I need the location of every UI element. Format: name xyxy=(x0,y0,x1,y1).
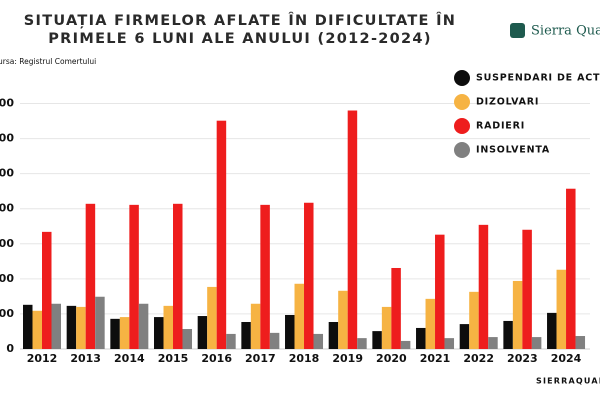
legend-marker xyxy=(454,142,470,158)
y-tick-label: 50000 xyxy=(0,167,14,180)
bar xyxy=(51,303,61,349)
logo-icon xyxy=(510,23,525,38)
y-tick-label: 60000 xyxy=(0,132,14,145)
bar xyxy=(250,303,261,349)
bar xyxy=(522,229,532,349)
bar xyxy=(328,321,339,349)
y-tick-label: 40000 xyxy=(0,202,14,215)
bar xyxy=(95,296,105,349)
chart-title: PRIMELE 6 LUNI ALE ANULUI (2012-2024) xyxy=(48,31,432,47)
bar xyxy=(197,316,208,349)
bar xyxy=(512,280,523,349)
bar xyxy=(216,120,227,349)
x-tick-label: 2021 xyxy=(420,352,451,365)
x-tick-label: 2022 xyxy=(463,352,494,365)
bar xyxy=(372,331,382,349)
x-tick-label: 2017 xyxy=(245,352,276,365)
bar xyxy=(469,291,479,349)
bar xyxy=(66,305,77,349)
bar xyxy=(241,321,251,349)
bar xyxy=(76,306,86,349)
x-tick-label: 2013 xyxy=(70,352,101,365)
bar xyxy=(381,306,392,349)
legend-marker xyxy=(454,70,470,86)
bar xyxy=(207,286,217,349)
bar xyxy=(85,203,96,349)
x-tick-label: 2016 xyxy=(201,352,232,365)
bar xyxy=(173,203,183,349)
y-tick-label: 30000 xyxy=(0,237,14,250)
bar xyxy=(269,332,280,349)
bar xyxy=(347,110,358,349)
bar xyxy=(444,338,455,349)
legend-marker xyxy=(454,94,470,110)
legend-label: DIZOLVARI xyxy=(476,97,539,108)
bar xyxy=(416,327,426,349)
bar xyxy=(110,318,120,349)
bar xyxy=(260,204,270,349)
bar xyxy=(391,267,401,349)
bar xyxy=(138,303,149,349)
bar xyxy=(23,304,33,349)
legend-label: INSOLVENTA xyxy=(476,145,550,156)
bar xyxy=(531,337,542,349)
bar xyxy=(285,314,295,349)
bar xyxy=(575,336,586,349)
bar xyxy=(503,320,513,349)
x-tick-label: 2020 xyxy=(376,352,407,365)
bar xyxy=(313,333,324,349)
bar xyxy=(182,329,193,349)
bar xyxy=(338,290,348,349)
x-tick-label: 2018 xyxy=(289,352,320,365)
bar xyxy=(226,333,236,349)
bar xyxy=(357,338,367,349)
legend-label: SUSPENDARI DE ACTIVITA xyxy=(476,73,600,84)
bar xyxy=(488,337,498,349)
bar xyxy=(435,234,445,349)
x-tick-label: 2015 xyxy=(158,352,189,365)
x-tick-label: 2019 xyxy=(332,352,363,365)
bar xyxy=(294,283,305,349)
bar xyxy=(459,324,470,349)
legend-label: RADIERI xyxy=(476,121,525,132)
bar xyxy=(425,298,436,349)
x-tick-label: 2023 xyxy=(507,352,538,365)
y-tick-label: 20000 xyxy=(0,272,14,285)
y-tick-label: 10000 xyxy=(0,307,14,320)
source: ursa: Registrul Comertului xyxy=(0,57,96,66)
chart-title: SITUAȚIA FIRMELOR AFLATE ÎN DIFICULTATE … xyxy=(24,12,456,29)
footer: SIERRAQUADR xyxy=(536,377,600,386)
bar xyxy=(32,310,42,349)
bar xyxy=(547,312,557,349)
bar xyxy=(566,188,576,349)
bar xyxy=(304,202,314,349)
logo: Sierra Quad xyxy=(531,24,600,39)
bar xyxy=(478,224,489,349)
bar xyxy=(119,317,130,349)
x-tick-label: 2012 xyxy=(27,352,58,365)
y-tick-label: 0 xyxy=(6,342,14,355)
bar xyxy=(556,269,567,349)
bar xyxy=(400,340,411,349)
bar xyxy=(163,305,174,349)
y-tick-label: 70000 xyxy=(0,97,14,110)
legend-marker xyxy=(454,118,470,134)
bar xyxy=(154,317,164,349)
bar xyxy=(42,231,52,349)
x-tick-label: 2014 xyxy=(114,352,145,365)
x-tick-label: 2024 xyxy=(551,352,582,365)
bar xyxy=(129,204,139,349)
